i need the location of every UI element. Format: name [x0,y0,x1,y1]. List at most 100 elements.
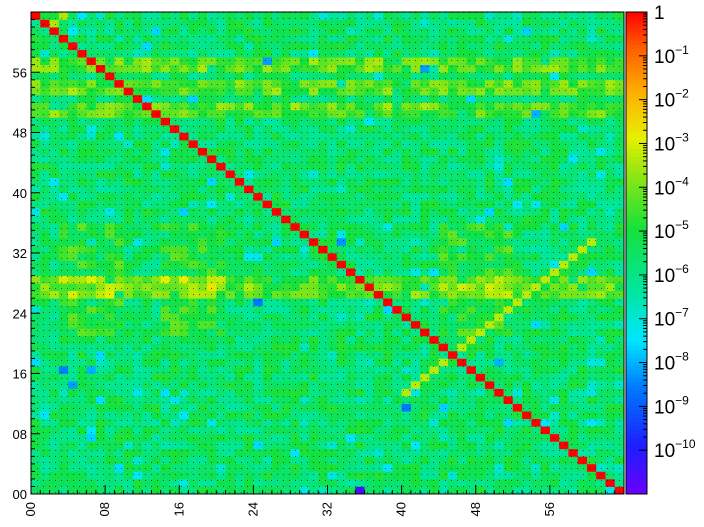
color-scale-step [626,32,647,37]
color-scale-step [626,345,647,350]
color-scale-step [626,80,647,85]
color-scale-step [626,192,647,198]
color-scale-step [626,365,647,370]
color-scale-step [626,248,647,254]
color-scale-step [626,477,647,483]
color-scale-step [626,216,647,222]
color-scale-step [626,425,647,431]
color-scale-step [626,88,647,93]
color-scale-tick-label: 10−1 [654,43,689,68]
color-scale-step [626,253,647,258]
color-scale-tick-label: 10−5 [654,218,689,243]
grid-dot-overlay [31,12,624,494]
color-scale-step [626,341,647,346]
color-scale-step [626,196,647,202]
color-scale-step [626,208,647,214]
y-tick-label: 32 [13,246,27,261]
color-scale-step [626,56,647,61]
color-scale-step [626,228,647,234]
color-scale-tick-label: 10−6 [654,262,689,287]
y-tick-label: 40 [13,186,27,201]
color-scale-step [626,293,647,298]
color-scale-step [626,48,647,53]
color-scale-step [626,16,647,21]
color-scale-step [626,96,647,101]
color-scale-step [626,413,647,419]
color-scale-step [626,289,647,294]
color-scale-step [626,377,647,382]
color-scale-step [626,397,647,403]
color-scale-step [626,269,647,274]
color-scale-step [626,261,647,266]
color-scale-step [626,449,647,455]
color-scale-step [626,168,647,174]
color-scale-step [626,441,647,447]
color-scale-step [626,232,647,238]
x-tick-label: 24 [245,502,260,516]
color-scale-step [626,437,647,443]
color-scale-step [626,188,647,194]
color-scale-step [626,361,647,366]
x-tick-label: 40 [394,502,409,516]
color-scale-step [626,120,647,125]
color-scale-step [626,485,647,491]
color-scale-step [626,136,647,141]
color-scale-step [626,489,647,495]
color-scale-step [626,220,647,226]
color-scale-step [626,453,647,459]
color-scale-tick-label: 10−8 [654,350,689,375]
color-scale-step [626,132,647,137]
x-tick-label: 48 [468,502,483,516]
color-scale-step [626,309,647,314]
x-tick-label: 32 [320,502,335,516]
color-scale-step [626,52,647,57]
color-scale-step [626,100,647,105]
color-scale-step [626,409,647,415]
color-scale-step [626,76,647,81]
color-scale-step [626,116,647,121]
color-scale-step [626,325,647,330]
color-scale-step [626,277,647,282]
color-scale-step [626,164,647,170]
color-scale-step [626,381,647,386]
color-scale-step [626,353,647,358]
color-scale-tick-label: 1 [654,3,665,24]
y-tick-label: 24 [13,306,27,321]
y-axis: 00 08 16 24 32 40 48 56 [13,11,40,502]
color-scale-step [626,40,647,45]
color-scale-step [626,473,647,479]
color-scale-step [626,84,647,89]
color-scale-step [626,389,647,394]
color-scale-tick-label: 10−4 [654,174,689,199]
color-scale-step [626,160,647,166]
color-scale-step [626,461,647,467]
color-scale-step [626,373,647,378]
color-scale-tick-label: 10−9 [654,393,689,418]
color-scale-step [626,224,647,230]
color-scale-step [626,68,647,73]
color-scale-step [626,333,647,338]
color-scale-bar [626,12,647,495]
color-scale-step [626,72,647,77]
color-scale-step [626,465,647,471]
color-scale-step [626,321,647,326]
color-scale-step [626,257,647,262]
color-scale-step [626,64,647,69]
color-scale-step [626,313,647,318]
color-scale-step [626,421,647,427]
color-scale-step [626,200,647,206]
color-scale-step [626,301,647,306]
color-scale-step [626,20,647,25]
color-scale-step [626,317,647,322]
y-tick-label: 00 [13,487,27,502]
color-scale-step [626,273,647,278]
color-scale-step [626,405,647,411]
color-scale-step [626,281,647,286]
x-axis: 00 08 16 24 32 40 48 56 [23,485,625,516]
color-scale-step [626,204,647,210]
color-scale-step [626,124,647,129]
color-scale-step [626,152,647,157]
color-scale-step [626,44,647,49]
color-scale-step [626,60,647,65]
